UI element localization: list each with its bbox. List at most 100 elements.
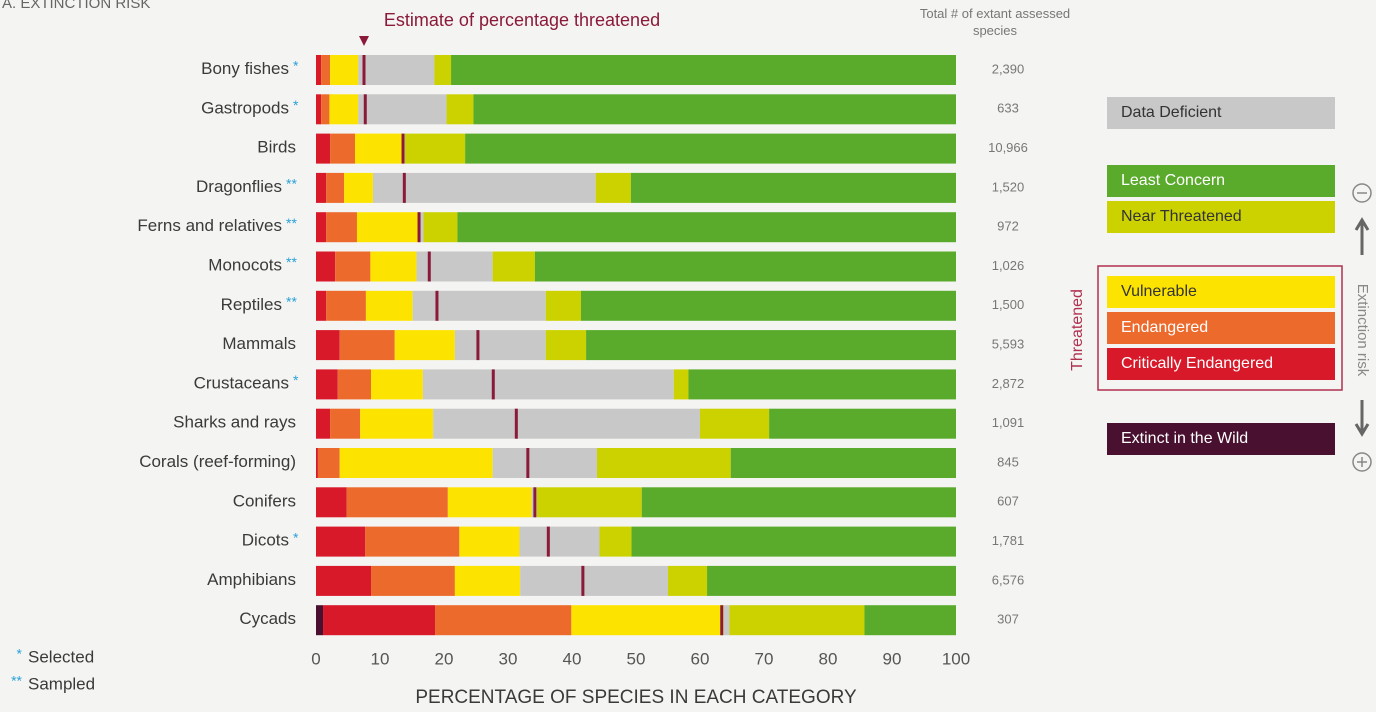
bar-segment [321,94,330,125]
category-name: Ferns and relatives [137,217,282,236]
bar-segment [641,487,956,518]
x-tick-label: 60 [691,649,710,668]
totals-title-box: Total # of extant assessed species [919,6,1071,38]
bar-segment [434,55,452,85]
bar-segment [316,55,322,85]
footnote-text: Selected [28,647,94,666]
estimate-marker [363,94,367,125]
bar-segment [435,605,572,636]
bar-segment [316,487,347,518]
bar-segment [520,565,668,596]
bar-segment [723,605,730,636]
x-tick-label: 0 [311,649,320,668]
estimate-marker [514,408,518,439]
threatened-label: Threatened [1069,289,1086,371]
bar-segment [346,487,448,518]
legend-swatch [1107,97,1335,129]
bar-segment [335,251,371,282]
total-label: 1,500 [992,297,1025,312]
bar-segment [586,330,956,361]
bar-segment [316,172,327,203]
total-label: 1,091 [992,415,1025,430]
total-label: 1,026 [992,258,1025,273]
category-label: Mammals [222,335,296,354]
bar-segment [317,448,340,478]
bar-segment [365,290,413,321]
total-label: 5,593 [992,337,1025,352]
bar-segment [595,172,631,203]
bar-segment [864,605,956,636]
category-label: Sharks and rays [173,413,296,432]
category-name: Gastropods [201,99,289,118]
estimate-marker [720,605,724,636]
bar-segment [536,487,642,518]
category-name: Crustaceans [194,374,289,393]
footnote-symbol: * [17,646,23,662]
x-tick-label: 70 [755,649,774,668]
bar-segment [370,251,417,282]
estimate-marker [526,448,530,478]
bar-segment [330,55,359,85]
x-tick-label: 90 [883,649,902,668]
legend-label: Extinct in the Wild [1121,430,1248,447]
total-label: 607 [997,494,1019,509]
bar-segment [316,251,336,282]
bar-segment [316,526,366,557]
bar-segment [412,290,546,321]
total-label: 10,966 [988,140,1028,155]
total-label: 2,872 [992,376,1025,391]
category-name: Corals (reef-forming) [139,452,296,471]
total-label: 633 [997,101,1019,116]
bar-segment [371,369,423,400]
bar-segment [326,212,357,243]
bar-segment [630,172,956,203]
bar-segment [404,133,466,164]
bar-segment [339,448,493,478]
bar-segment [473,94,956,125]
estimate-marker [533,487,537,518]
total-label: 1,520 [992,179,1025,194]
legend-label: Least Concern [1121,172,1225,189]
bar-segment [433,408,700,439]
bar-segment [316,94,322,125]
plus-icon [1352,452,1372,472]
category-name: Reptiles [221,295,282,314]
x-tick-label: 20 [435,649,454,668]
bar-segment [422,369,674,400]
category-note: * [293,529,299,545]
x-tick-label: 100 [942,649,970,668]
category-name: Birds [257,138,296,157]
total-label: 2,390 [992,61,1025,76]
bar-segment [358,94,447,125]
bar-segment [316,605,324,636]
plus-icon [1357,457,1367,467]
arrow-down [1354,400,1370,437]
estimate-marker [427,251,431,282]
category-name: Monocots [208,256,282,275]
bar-segment [545,330,587,361]
category-label: Reptiles [221,295,282,314]
totals-title: Total # of extant assessed species [919,6,1071,38]
category-name: Bony fishes [201,59,289,78]
bar-segment [330,133,356,164]
total-label: 6,576 [992,572,1025,587]
bar-segment [447,487,532,518]
bar-segment [316,448,318,478]
category-name: Conifers [233,492,296,511]
bar-segment [316,369,338,400]
category-name: Dragonflies [196,177,282,196]
bar-segment [316,330,340,361]
category-label: Cycads [239,610,296,629]
bar-segment [596,448,731,478]
legend-label: Critically Endangered [1121,355,1273,372]
threatened-bracket [1097,265,1343,391]
category-label: Monocots [208,256,282,275]
x-tick-label: 10 [371,649,390,668]
category-label: Bony fishes [201,59,289,78]
bar-segment [344,172,373,203]
total-label: 1,781 [992,533,1025,548]
bar-segment [729,605,865,636]
estimate-marker [546,526,550,557]
legend-label: Endangered [1121,319,1208,336]
legend-label: Vulnerable [1121,283,1197,300]
